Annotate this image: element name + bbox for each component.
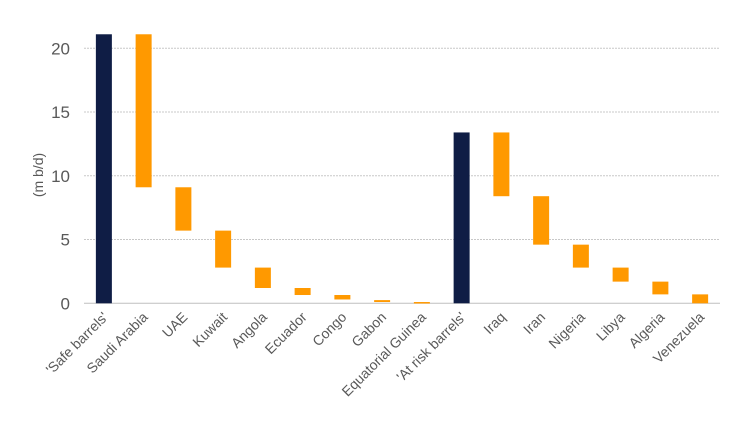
x-tick-label: Congo — [309, 309, 350, 350]
bar-algeria — [652, 281, 669, 295]
bar-uae — [175, 187, 192, 231]
y-tick-label: 20 — [51, 39, 70, 58]
bar-nigeria — [572, 244, 589, 268]
x-tick-label: Nigeria — [545, 309, 588, 352]
bar-equatorial-guinea — [413, 302, 430, 304]
x-tick-label: UAE — [159, 309, 191, 341]
bar-libya — [612, 267, 629, 282]
bar-at-risk-barrels — [453, 132, 470, 304]
x-tick-label: 'At risk barrels' — [393, 309, 469, 385]
x-tick-labels: 'Safe barrels'Saudi Arabia UAEKuwaitAngol… — [43, 309, 708, 400]
x-tick-label: Libya — [593, 309, 628, 344]
bars — [95, 34, 709, 304]
bar-angola — [254, 267, 271, 288]
y-tick-label: 10 — [51, 167, 70, 186]
y-tick-labels: 0 5 10 15 20 — [51, 39, 70, 313]
x-tick-label: Ecuador — [262, 309, 310, 357]
x-tick-label: Iran — [520, 309, 548, 337]
bar-kuwait — [215, 230, 232, 268]
x-tick-label: Iraq — [480, 309, 508, 337]
bar-gabon — [374, 300, 391, 303]
bar-iran — [533, 196, 550, 245]
bar-venezuela — [692, 294, 709, 304]
y-axis-label: (m b/d) — [30, 153, 46, 197]
y-tick-label: 15 — [51, 103, 70, 122]
bar-iraq — [493, 132, 510, 197]
x-tick-label: Kuwait — [189, 309, 230, 350]
gridlines — [84, 47, 720, 304]
bar-safe-barrels — [95, 34, 112, 304]
bar-congo — [334, 295, 351, 300]
bar-saudi-arabia — [135, 34, 152, 188]
y-tick-label: 0 — [61, 294, 70, 313]
y-tick-label: 5 — [61, 231, 70, 250]
bar-ecuador — [294, 288, 311, 296]
